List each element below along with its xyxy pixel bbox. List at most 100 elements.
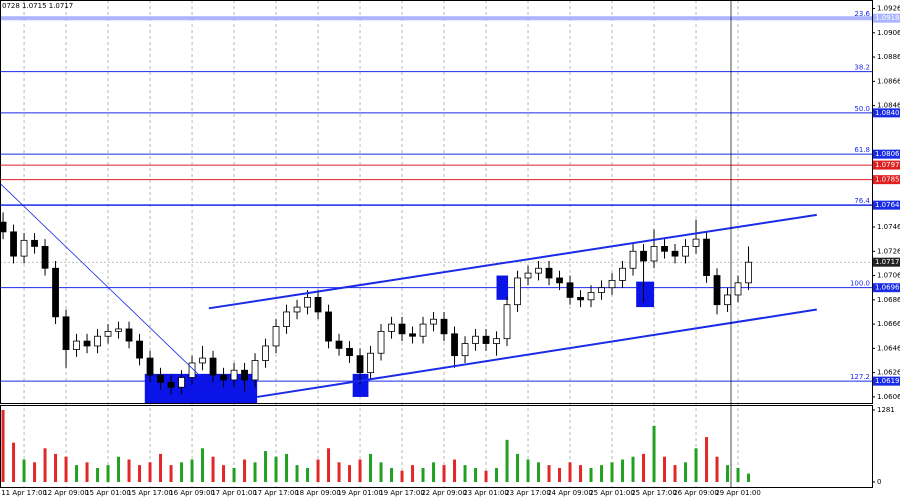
candle-body [283, 311, 290, 327]
candle-body [157, 374, 164, 383]
candle-body [20, 239, 28, 257]
price-tag [873, 175, 900, 185]
candle-body [577, 296, 584, 301]
candle-body [10, 231, 17, 257]
x-tick-label: 19 Apr 17:00 [379, 489, 425, 497]
candle-body [209, 357, 217, 376]
candle-body [31, 239, 38, 247]
candle-body [398, 323, 406, 335]
x-tick-label: 12 Apr 09:00 [43, 489, 89, 497]
candle-body [293, 306, 301, 313]
zone [496, 275, 509, 300]
candle-body [409, 333, 416, 337]
price-tag [873, 200, 900, 210]
trend-line [256, 308, 817, 398]
candle-body [493, 338, 500, 344]
x-tick-label: 29 Apr 01:00 [715, 489, 761, 497]
price-tag-label: 1.0840 [875, 109, 900, 117]
zone [636, 281, 655, 308]
price-tag [873, 283, 900, 293]
price-tag [873, 13, 900, 23]
ohlc-header: 0728 1.0715 1.0717 [2, 2, 73, 10]
x-tick-label: 17 Apr 17:00 [253, 489, 299, 497]
price-tag-label: 1.0785 [875, 176, 900, 184]
volume-tick-label: 0 [877, 478, 881, 486]
candle-body [661, 246, 668, 252]
x-tick-label: 16 Apr 09:00 [169, 489, 215, 497]
price-panel-frame [0, 0, 873, 404]
price-tag [873, 160, 900, 170]
candle-body [566, 282, 574, 298]
candle-body [62, 316, 70, 350]
price-tag [873, 257, 900, 267]
candle-body [703, 238, 710, 276]
price-tag-label: 1.0619 [875, 377, 900, 385]
y-tick-label: 1.0846 [877, 102, 900, 110]
candle-body [640, 250, 647, 262]
y-tick-label: 1.0726 [877, 247, 900, 255]
x-tick-label: 23 Apr 17:00 [505, 489, 551, 497]
candle-body [178, 377, 185, 388]
candle-body [199, 357, 206, 364]
candle-body [440, 318, 448, 335]
candle-body [535, 267, 542, 274]
candle-body [524, 272, 532, 279]
price-tag [873, 376, 900, 386]
y-tick-label: 1.0706 [877, 272, 900, 280]
candle-body [734, 282, 742, 296]
volume-tick-label: 1281 [877, 406, 895, 414]
candle-body [461, 343, 469, 357]
candle-body [514, 277, 521, 306]
trend-line [208, 213, 817, 310]
candle-body [619, 267, 626, 281]
x-tick-label: 15 Apr 17:00 [127, 489, 173, 497]
price-tag-label: 1.0918 [875, 14, 900, 22]
candle-body [52, 267, 59, 318]
candle-body [556, 277, 563, 284]
level-label: 127.2 [850, 373, 870, 381]
y-tick-label: 1.0686 [877, 296, 900, 304]
candle-body [713, 275, 721, 306]
x-tick-label: 25 Apr 01:00 [589, 489, 635, 497]
level-label: 38.2 [854, 64, 870, 72]
x-tick-label: 17 Apr 01:00 [211, 489, 257, 497]
candle-body [136, 340, 143, 359]
candle-body [671, 250, 679, 257]
price-tag-label: 1.0764 [875, 201, 900, 209]
candle-body [367, 352, 374, 374]
price-tag-label: 1.0717 [875, 258, 900, 266]
x-tick-label: 19 Apr 01:00 [337, 489, 383, 497]
candle-body [115, 328, 122, 332]
candle-body [335, 340, 343, 349]
price-tag [873, 149, 900, 159]
level-label: 76.4 [854, 197, 870, 205]
candle-body [346, 347, 353, 357]
level-label: 50.0 [854, 105, 870, 113]
candle-body [629, 250, 637, 269]
candle-body [314, 296, 322, 313]
price-tag-label: 1.0806 [875, 150, 900, 158]
price-tag [873, 108, 900, 118]
x-tick-label: 24 Apr 09:00 [547, 489, 593, 497]
candle-body [377, 330, 385, 354]
y-tick-label: 1.0926 [877, 4, 900, 12]
candle-body [419, 323, 427, 337]
price-tag-label: 1.0696 [875, 284, 900, 292]
x-tick-label: 11 Apr 17:00 [1, 489, 47, 497]
candle-body [304, 296, 311, 308]
x-tick-label: 22 Apr 09:00 [421, 489, 467, 497]
candle-body [451, 333, 458, 357]
candle-body [650, 246, 658, 262]
candle-body [94, 335, 101, 347]
candle-body [608, 280, 616, 289]
y-tick-label: 1.0626 [877, 369, 900, 377]
x-tick-label: 18 Apr 09:00 [295, 489, 341, 497]
candle-body [251, 360, 259, 381]
candle-body [262, 345, 269, 361]
candle-body [220, 374, 227, 381]
x-tick-label: 15 Apr 01:00 [85, 489, 131, 497]
candle-body [325, 311, 332, 342]
level-label: 100.0 [850, 280, 870, 288]
y-tick-label: 1.0906 [877, 29, 900, 37]
